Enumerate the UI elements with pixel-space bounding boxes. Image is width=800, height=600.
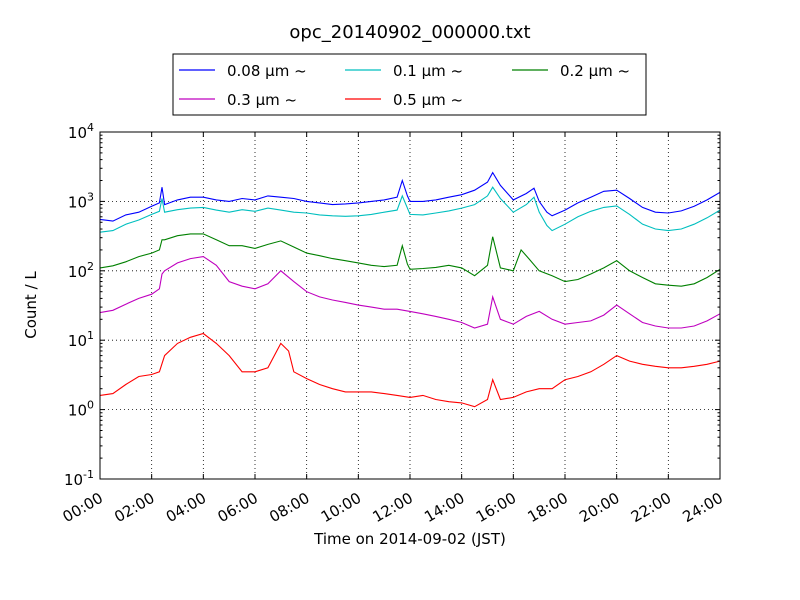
x-tick-label: 14:00 (421, 489, 467, 526)
x-axis-label: Time on 2014-09-02 (JST) (313, 530, 506, 548)
legend-label: 0.2 μm ~ (560, 62, 630, 80)
series-line-2 (100, 233, 720, 287)
x-tick-label: 04:00 (163, 489, 209, 526)
x-tick-label: 08:00 (266, 489, 312, 526)
legend-label: 0.08 μm ~ (227, 62, 307, 80)
x-tick-label: 10:00 (318, 489, 364, 526)
y-tick-label: 100 (68, 399, 94, 420)
series-line-4 (100, 332, 720, 408)
y-tick-label: 104 (68, 121, 94, 142)
series-line-0 (100, 171, 720, 222)
y-axis-label: Count / L (22, 271, 40, 339)
series-layer (100, 171, 720, 408)
x-tick-label: 18:00 (525, 489, 571, 526)
x-axis: 00:00 02:00 04:00 06:00 08:00 10:00 12:00 14:00… (60, 132, 726, 526)
chart-legend: 0.08 μm ~ 0.1 μm ~ 0.2 μm ~ 0.3 μm ~ 0.5 μm … (172, 53, 647, 116)
y-tick-label: 103 (68, 190, 94, 211)
legend-label: 0.3 μm ~ (227, 91, 297, 109)
series-line-1 (100, 186, 720, 233)
x-tick-label: 06:00 (215, 489, 261, 526)
x-tick-label: 20:00 (576, 489, 622, 526)
x-tick-label: 02:00 (111, 489, 157, 526)
legend-box (172, 53, 647, 116)
grid-lines (100, 132, 720, 479)
y-tick-label: 10-1 (64, 468, 94, 489)
y-tick-label: 101 (68, 329, 94, 350)
y-tick-label: 102 (68, 260, 94, 281)
chart-title: opc_20140902_000000.txt (289, 22, 530, 43)
series-line-3 (100, 256, 720, 329)
legend-label: 0.1 μm ~ (393, 62, 463, 80)
x-tick-label: 22:00 (628, 489, 674, 526)
x-tick-label: 12:00 (370, 489, 416, 526)
y-axis: 10-1 100 101 102 103 104 (64, 121, 720, 489)
x-tick-label: 24:00 (680, 489, 726, 526)
x-tick-label: 00:00 (60, 489, 106, 526)
x-tick-label: 16:00 (473, 489, 519, 526)
legend-label: 0.5 μm ~ (393, 91, 463, 109)
